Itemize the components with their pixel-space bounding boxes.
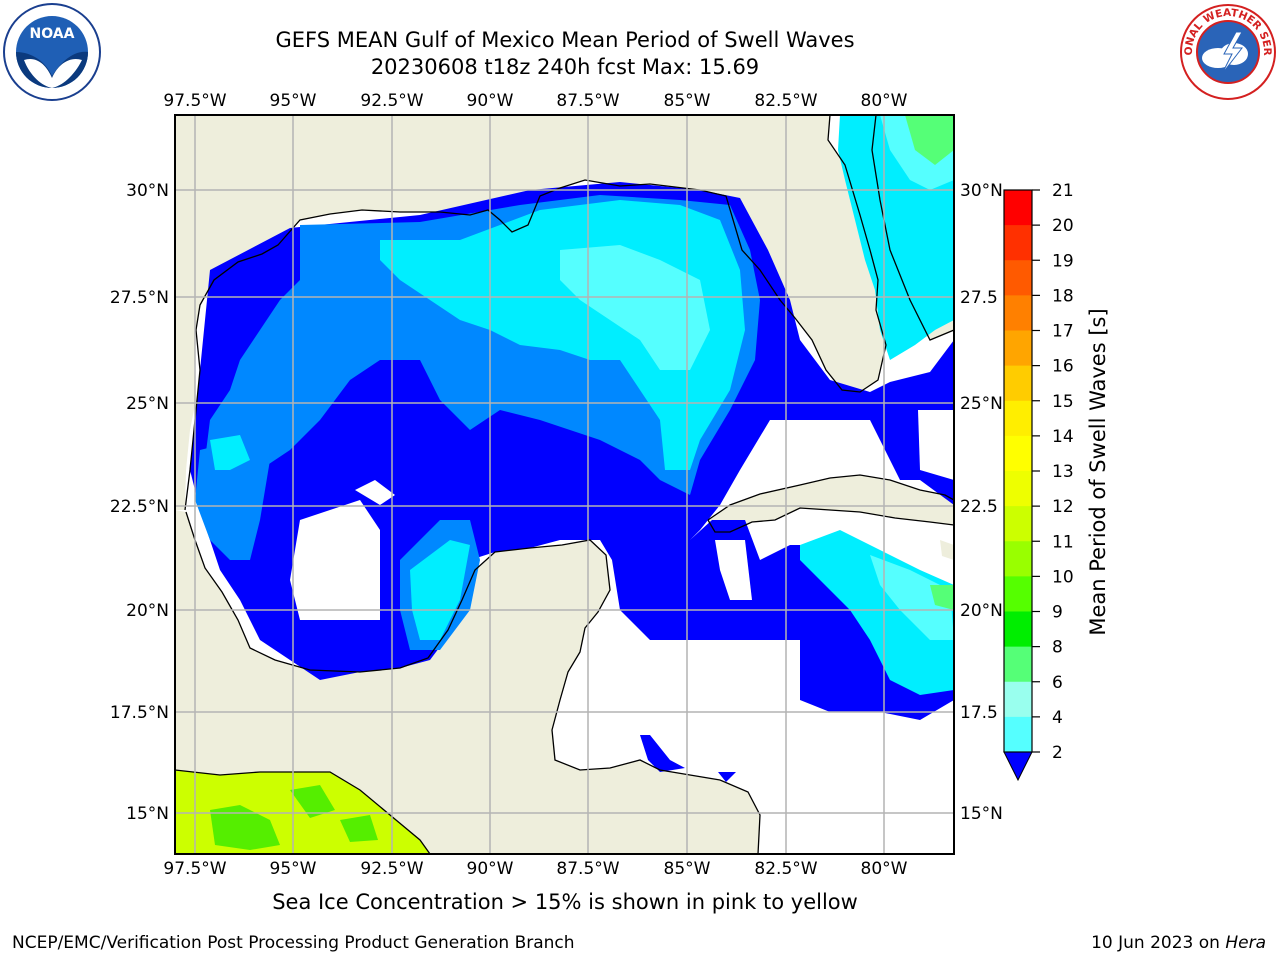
colorbar-tick-label: 6 xyxy=(1052,673,1063,693)
lon-label: 92.5°W xyxy=(360,91,423,111)
colorbar-tick-label: 20 xyxy=(1052,216,1074,236)
lat-label: 25°N xyxy=(126,394,169,414)
colorbar-segment xyxy=(1004,646,1032,683)
colorbar-segment xyxy=(1004,681,1032,718)
colorbar-segment xyxy=(1004,295,1032,331)
lon-label: 92.5°W xyxy=(360,859,423,879)
lon-label: 85°W xyxy=(664,91,711,111)
colorbar-tick-label: 9 xyxy=(1052,603,1063,623)
latitude-labels-left: 30°N 27.5°N 25°N 22.5°N 20°N 17.5°N 15°N xyxy=(110,181,169,824)
lon-label: 90°W xyxy=(467,91,514,111)
lat-label: 25°N xyxy=(960,394,1003,414)
lon-label: 97.5°W xyxy=(163,91,226,111)
map-frame xyxy=(174,114,955,855)
lat-label: 30°N xyxy=(960,181,1003,201)
machine-name: Hera xyxy=(1225,933,1266,953)
colorbar-tick-label: 16 xyxy=(1052,357,1074,377)
pacific-swell-field xyxy=(175,770,430,854)
lon-label: 87.5°W xyxy=(556,859,619,879)
lat-label: 30°N xyxy=(126,181,169,201)
graticule xyxy=(175,115,954,854)
run-date: 10 Jun 2023 on Hera xyxy=(1091,933,1266,953)
colorbar-segment xyxy=(1004,541,1032,577)
lat-label: 15°N xyxy=(126,804,169,824)
colorbar-segment xyxy=(1004,471,1032,507)
colorbar-segment xyxy=(1004,190,1032,226)
lon-label: 82.5°W xyxy=(754,859,817,879)
chart-title: GEFS MEAN Gulf of Mexico Mean Period of … xyxy=(275,28,855,52)
colorbar-extend-arrow xyxy=(1003,751,1033,782)
lon-label: 97.5°W xyxy=(163,859,226,879)
colorbar-tick-label: 15 xyxy=(1052,392,1074,412)
colorbar-segment xyxy=(1004,611,1032,648)
run-date-text: 10 Jun 2023 on xyxy=(1091,933,1220,953)
colorbar-label: Mean Period of Swell Waves [s] xyxy=(1086,308,1110,635)
lon-label: 95°W xyxy=(270,91,317,111)
lat-label: 20°N xyxy=(126,601,169,621)
lon-label: 82.5°W xyxy=(754,91,817,111)
noaa-logo-text: NOAA xyxy=(30,26,75,42)
colorbar-segment xyxy=(1004,576,1032,612)
lat-label: 17.5 xyxy=(960,703,998,723)
longitude-labels-bottom: 97.5°W 95°W 92.5°W 90°W 87.5°W 85°W 82.5… xyxy=(163,859,907,879)
lon-label: 87.5°W xyxy=(556,91,619,111)
colorbar-tick-label: 4 xyxy=(1052,708,1063,728)
lon-label: 80°W xyxy=(861,91,908,111)
nws-logo: NATIONAL WEATHER SERVICE xyxy=(1178,2,1276,100)
colorbar-segment xyxy=(1004,260,1032,296)
lat-label: 15°N xyxy=(960,804,1003,824)
noaa-logo: NOAA xyxy=(3,3,101,101)
colorbar-segment xyxy=(1004,225,1032,261)
colorbar-segment xyxy=(1004,506,1032,542)
colorbar-tick-label: 14 xyxy=(1052,427,1074,447)
lon-label: 90°W xyxy=(467,859,514,879)
lat-label: 20°N xyxy=(960,601,1003,621)
colorbar-tick-label: 17 xyxy=(1052,322,1074,342)
longitude-labels-top: 97.5°W 95°W 92.5°W 90°W 87.5°W 85°W 82.5… xyxy=(163,91,907,111)
sea-ice-note: Sea Ice Concentration > 15% is shown in … xyxy=(272,890,858,914)
lat-label: 17.5°N xyxy=(110,703,169,723)
lat-label: 22.5°N xyxy=(110,497,169,517)
chart-subtitle: 20230608 t18z 240h fcst Max: 15.69 xyxy=(370,55,760,79)
colorbar: 21 20 19 18 17 16 15 14 13 12 11 10 9 8 6 4 2 xyxy=(1003,181,1074,782)
colorbar-tick-label: 21 xyxy=(1052,181,1074,201)
colorbar-tick-label: 8 xyxy=(1052,638,1063,658)
lon-label: 95°W xyxy=(270,859,317,879)
colorbar-segment xyxy=(1004,365,1032,402)
colorbar-segment xyxy=(1004,330,1032,367)
colorbar-segment xyxy=(1004,400,1032,437)
lat-label: 27.5 xyxy=(960,288,998,308)
colorbar-segment xyxy=(1004,716,1032,753)
lat-label: 27.5°N xyxy=(110,288,169,308)
colorbar-tick-label: 12 xyxy=(1052,497,1074,517)
credit-line: NCEP/EMC/Verification Post Processing Pr… xyxy=(12,933,575,953)
lon-label: 80°W xyxy=(861,859,908,879)
colorbar-segment xyxy=(1004,435,1032,472)
lon-label: 85°W xyxy=(664,859,711,879)
colorbar-tick-label: 18 xyxy=(1052,286,1074,306)
colorbar-tick-label: 13 xyxy=(1052,462,1074,482)
colorbar-tick-label: 2 xyxy=(1052,743,1063,763)
colorbar-tick-label: 11 xyxy=(1052,532,1074,552)
latitude-labels-right: 30°N 27.5 25°N 22.5 20°N 17.5 15°N xyxy=(960,181,1003,824)
colorbar-tick-label: 19 xyxy=(1052,251,1074,271)
lat-label: 22.5 xyxy=(960,497,998,517)
colorbar-tick-label: 10 xyxy=(1052,567,1074,587)
